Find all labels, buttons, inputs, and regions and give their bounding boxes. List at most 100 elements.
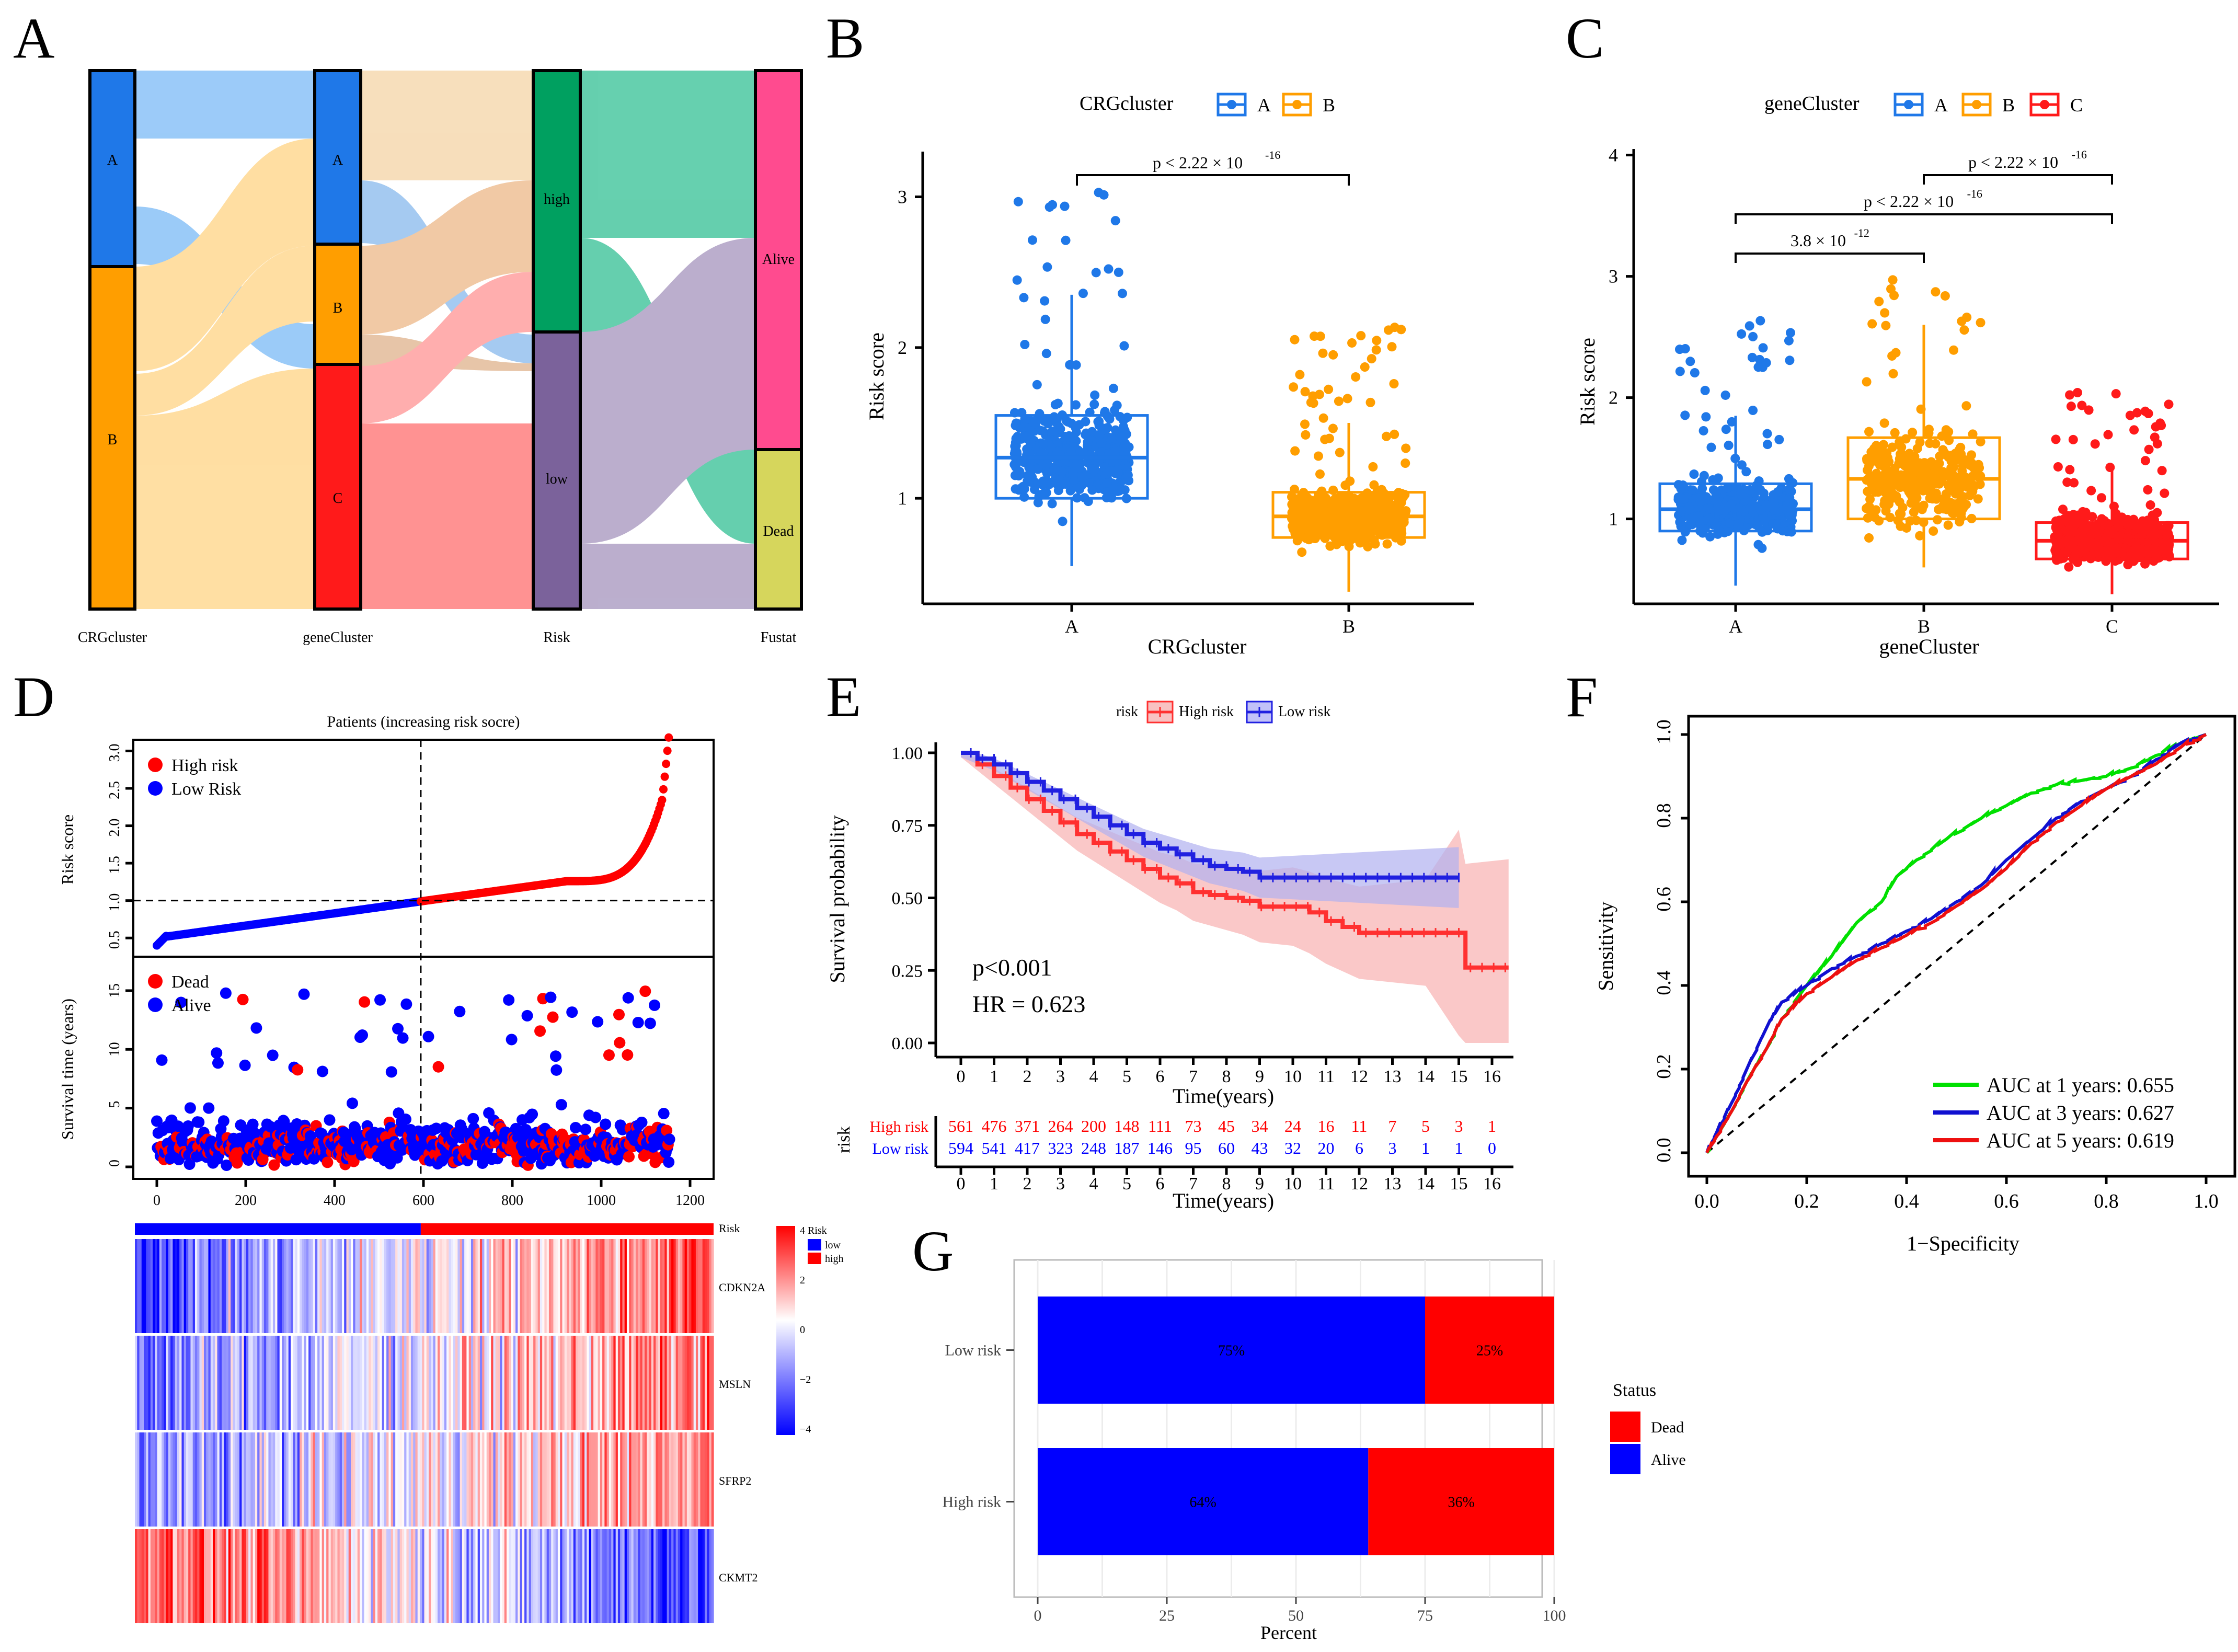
dead-point [237,993,249,1005]
heatmap-cell [680,1529,683,1623]
heatmap-cell [702,1336,705,1430]
heatmap-cell [691,1529,694,1623]
data-point [1880,308,1890,318]
heatmap-cell [629,1239,632,1333]
heatmap-cell [684,1239,687,1333]
heatmap-cell [446,1529,449,1623]
heatmap-cell [444,1432,447,1527]
heatmap-scale-label: 2 [800,1275,805,1286]
heatmap-cell [369,1336,371,1430]
heatmap-cell [667,1432,670,1527]
heatmap-cell [417,1529,420,1623]
legend-label: B [1323,95,1335,116]
heatmap-cell [486,1239,489,1333]
x-tick-label: 5 [1122,1067,1131,1086]
data-point [1867,319,1877,329]
alive-point [182,1120,194,1132]
data-point [2132,524,2142,534]
heatmap-cell [553,1432,556,1527]
heatmap-cell [231,1239,233,1333]
heatmap-cell [470,1239,474,1333]
heatmap-cell [535,1529,538,1623]
data-point [2156,545,2166,555]
heatmap-cell [348,1239,351,1333]
heatmap-cell [553,1529,556,1623]
heatmap-cell [170,1239,173,1333]
heatmap-cell [593,1432,596,1527]
heatmap-cell [224,1336,227,1430]
heatmap-cell [399,1336,403,1430]
heatmap-cell [150,1336,153,1430]
heatmap-cell [213,1529,215,1623]
heatmap-cell [315,1239,318,1333]
heatmap-cell [626,1432,629,1527]
heatmap-cell [686,1529,690,1623]
heatmap-cell [261,1239,265,1333]
data-point [2140,406,2150,416]
legend-label: B [2002,95,2015,116]
heatmap-cell [219,1239,222,1333]
heatmap-cell [566,1239,569,1333]
heatmap-cell [306,1432,309,1527]
heatmap-cell [135,1239,137,1333]
heatmap-cell [168,1432,171,1527]
heatmap-cell [231,1432,233,1527]
heatmap-cell [297,1336,300,1430]
heatmap-cell [199,1239,202,1333]
data-point [2077,400,2087,410]
heatmap-cell [255,1529,258,1623]
alive-point [400,1114,411,1126]
data-point [1906,453,1915,463]
heatmap-cell [208,1239,211,1333]
risk-bar-low [135,1223,421,1235]
legend-label: Low risk [1278,704,1330,720]
heatmap-cell [555,1336,558,1430]
heatmap-cell [175,1336,178,1430]
heatmap-cell [700,1239,703,1333]
heatmap-cell [255,1432,258,1527]
y-tick-label: 0 [107,1160,123,1167]
heatmap-cell [266,1432,269,1527]
heatmap-cell [500,1432,503,1527]
data-point [1908,495,1918,504]
heatmap-cell [457,1432,461,1527]
heatmap-cell [295,1336,298,1430]
heatmap-cell [498,1432,500,1527]
heatmap-cell [203,1239,206,1333]
heatmap-cell [504,1239,507,1333]
heatmap-cell [410,1529,414,1623]
data-point [1367,354,1376,364]
legend-label: Alive [171,996,211,1015]
data-point [1011,434,1021,444]
data-point [1928,459,1938,469]
heatmap-cell [591,1529,594,1623]
legend-mid: Dead Alive [148,972,211,1015]
heatmap-cell [353,1432,356,1527]
heatmap-cell [179,1336,182,1430]
heatmap-cell [569,1336,572,1430]
data-point [1394,494,1404,504]
heatmap-cell [546,1239,549,1333]
heatmap-cell [466,1239,469,1333]
dead-point [534,1025,546,1037]
heatmap-cell [635,1529,638,1623]
heatmap-scale-label: 4 [800,1225,805,1236]
heatmap-cell [199,1529,202,1623]
heatmap-cell [524,1239,527,1333]
data-point [1888,369,1898,378]
risk-bar-high [420,1223,714,1235]
heatmap-cell [557,1239,560,1333]
heatmap-cell [664,1529,668,1623]
data-point [1689,469,1699,479]
heatmap-cell [638,1336,641,1430]
data-point [1033,479,1043,489]
data-point [1303,518,1313,528]
data-point [2061,548,2071,558]
heatmap-cell [384,1336,387,1430]
heatmap-cell [606,1239,610,1333]
heatmap-cell [168,1529,171,1623]
heatmap-cell [533,1239,536,1333]
heatmap-cell [507,1432,509,1527]
data-point [2140,545,2150,555]
heatmap-cell [495,1432,498,1527]
